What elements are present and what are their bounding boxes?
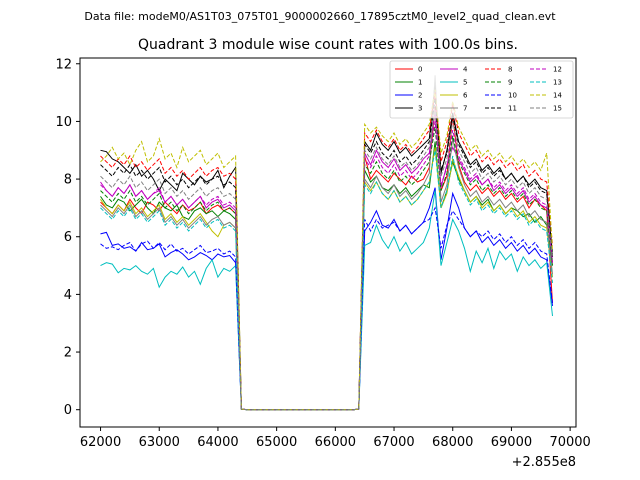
legend-label-0: 0 (418, 66, 422, 74)
legend-label-7: 7 (463, 105, 467, 113)
series-line-5 (100, 190, 553, 411)
x-tick-label: 64000 (197, 435, 238, 450)
series-line-15 (100, 109, 553, 411)
series-line-13 (100, 150, 553, 411)
legend-label-4: 4 (463, 66, 468, 74)
legend-label-10: 10 (508, 92, 517, 100)
series-line-4 (100, 109, 553, 411)
legend-label-15: 15 (553, 105, 562, 113)
plot-frame (79, 57, 577, 428)
legend-label-9: 9 (508, 79, 512, 87)
legend-label-13: 13 (553, 79, 562, 87)
x-tick-label: 69000 (491, 435, 532, 450)
legend-label-6: 6 (463, 92, 468, 100)
series-line-2 (100, 187, 553, 411)
legend-label-11: 11 (508, 105, 517, 113)
x-offset-label: +2.855e8 (512, 455, 576, 470)
legend-label-14: 14 (553, 92, 562, 100)
y-tick-label: 12 (55, 57, 72, 72)
series-line-9 (100, 127, 553, 411)
x-tick-label: 67000 (373, 435, 414, 450)
series-line-0 (100, 106, 553, 411)
y-tick-label: 8 (64, 173, 72, 188)
legend-box (389, 60, 574, 119)
x-tick-label: 62000 (80, 435, 121, 450)
series-line-12 (100, 121, 553, 411)
plot-lines (100, 75, 553, 411)
x-tick-label: 63000 (139, 435, 180, 450)
chart-title: Quadrant 3 module wise count rates with … (138, 37, 518, 53)
series-line-6 (100, 147, 553, 411)
legend-label-3: 3 (418, 105, 422, 113)
legend-label-5: 5 (463, 79, 467, 87)
x-tick-label: 66000 (315, 435, 356, 450)
y-tick-label: 4 (64, 288, 72, 303)
series-line-10 (100, 206, 553, 411)
x-tick-label: 68000 (432, 435, 473, 450)
x-tick-label: 65000 (256, 435, 297, 450)
x-tick-label: 70000 (549, 435, 590, 450)
series-line-7 (100, 75, 553, 411)
x-axis: 62000 63000 64000 65000 66000 67000 68000 69000… (80, 427, 591, 450)
legend-label-12: 12 (553, 66, 562, 74)
series-line-8 (100, 92, 553, 411)
y-tick-label: 6 (64, 230, 72, 245)
legend-label-8: 8 (508, 66, 512, 74)
y-axis: 0 2 4 6 8 10 12 (55, 57, 80, 418)
suptitle: Data file: modeM0/AS1T03_075T01_90000026… (84, 10, 556, 23)
legend-label-1: 1 (418, 79, 422, 87)
y-tick-label: 0 (64, 403, 72, 418)
y-tick-label: 10 (55, 115, 72, 130)
series-line-14 (100, 89, 553, 411)
y-tick-label: 2 (64, 346, 72, 361)
legend-label-2: 2 (418, 92, 422, 100)
